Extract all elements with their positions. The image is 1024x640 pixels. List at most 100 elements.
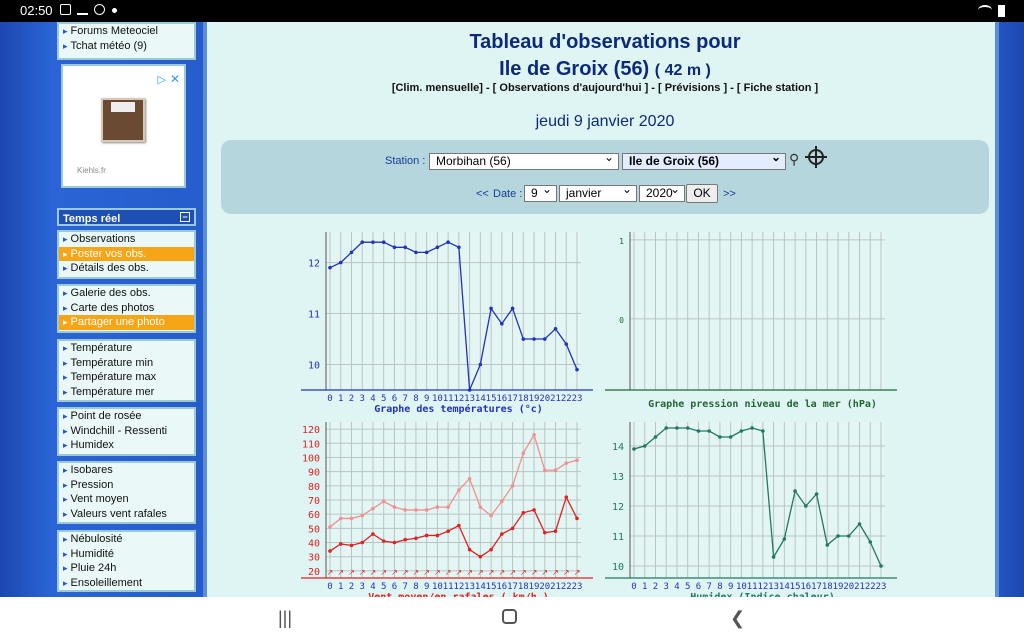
- x-tick-label: 0: [631, 582, 636, 592]
- data-point: [500, 532, 504, 536]
- back-icon[interactable]: ❮: [730, 608, 746, 628]
- gallery-notification-icon: [60, 4, 71, 15]
- x-tick-label: 2: [349, 582, 354, 592]
- department-select[interactable]: Morbihan (56): [429, 150, 619, 170]
- data-point: [467, 476, 472, 481]
- sidebar-item[interactable]: Ensoleillement: [59, 576, 194, 591]
- collapse-icon[interactable]: −: [180, 212, 190, 222]
- sidebar-item[interactable]: Vent moyen: [59, 492, 194, 507]
- data-point: [739, 429, 744, 433]
- month-select[interactable]: janvier: [559, 182, 637, 202]
- x-tick-label: 3: [360, 582, 365, 592]
- data-point: [510, 306, 515, 311]
- sidebar-item[interactable]: Isobares: [59, 463, 194, 478]
- data-point: [403, 245, 407, 250]
- x-tick-label: 9: [424, 394, 429, 404]
- y-tick-label: 30: [308, 553, 320, 564]
- sidebar-item[interactable]: Windchill - Ressenti: [59, 424, 194, 439]
- x-tick-label: 13: [768, 582, 779, 592]
- wind-direction-marker: ↗: [509, 568, 516, 577]
- data-point: [653, 435, 658, 439]
- sidebar-item[interactable]: Nébulosité: [59, 532, 194, 547]
- sidebar-item[interactable]: Observations: [59, 232, 194, 247]
- sidebar-group-observations: ObservationsPoster vos obs.Détails des o…: [57, 230, 196, 279]
- sidebar-item[interactable]: Partager une photo: [59, 315, 194, 330]
- home-icon[interactable]: [502, 609, 517, 624]
- sidebar-item[interactable]: Carte des photos: [59, 301, 194, 316]
- advertisement[interactable]: ▷ ✕ Kiehls.fr: [61, 64, 186, 188]
- sidebar-item[interactable]: Humidex: [59, 438, 194, 453]
- y-tick-label: 90: [308, 468, 320, 479]
- sidebar-item[interactable]: Galerie des obs.: [59, 286, 194, 301]
- data-point: [489, 547, 493, 552]
- x-tick-label: 10: [736, 582, 747, 592]
- data-point: [435, 245, 440, 250]
- prev-day-link[interactable]: <<: [476, 188, 489, 200]
- data-point: [532, 508, 536, 512]
- station-select[interactable]: Ile de Groix (56): [622, 150, 786, 170]
- data-point: [542, 530, 547, 535]
- sidebar-item[interactable]: Température mer: [59, 385, 194, 400]
- year-select[interactable]: 2020: [639, 182, 685, 202]
- y-tick-label: 70: [308, 496, 320, 507]
- y-tick-label: 1: [619, 237, 624, 246]
- x-tick-label: 13: [464, 394, 475, 404]
- magnifier-icon[interactable]: ⚲: [789, 151, 800, 167]
- status-time: 02:50: [20, 3, 53, 18]
- data-point: [510, 484, 515, 488]
- x-tick-label: 4: [370, 394, 375, 404]
- data-point: [371, 240, 375, 244]
- recent-apps-icon[interactable]: |||: [278, 608, 293, 628]
- y-tick-label: 12: [308, 259, 320, 270]
- sidebar-item[interactable]: Tchat météo (9): [59, 39, 194, 54]
- x-tick-label: 14: [475, 394, 486, 404]
- sidebar-item[interactable]: Détails des obs.: [59, 261, 194, 276]
- sidebar-item[interactable]: Température min: [59, 356, 194, 371]
- sidebar-item[interactable]: Température: [59, 341, 194, 356]
- x-tick-label: 15: [486, 582, 497, 592]
- ad-product-image[interactable]: [101, 98, 145, 142]
- crosshair-icon[interactable]: [805, 146, 827, 168]
- x-tick-label: 21: [854, 582, 865, 592]
- sidebar-item[interactable]: Point de rosée: [59, 409, 194, 424]
- data-point: [782, 537, 787, 541]
- x-tick-label: 8: [413, 394, 418, 404]
- ok-button[interactable]: OK: [686, 184, 718, 203]
- sidebar-item[interactable]: Pression: [59, 478, 194, 493]
- ad-close-icon[interactable]: ✕: [169, 72, 180, 86]
- data-point: [575, 458, 579, 463]
- y-tick-label: 0: [619, 316, 624, 325]
- data-point: [457, 523, 461, 528]
- sidebar-group-clouds: NébulositéHumiditéPluie 24hEnsoleillemen…: [57, 530, 196, 592]
- temperature-chart: 10 11 12 0 1 2 3 4 5 6 7 8 9 10 11 12 13 14 15 16 17 18 19 20 21…: [288, 222, 608, 416]
- sidebar-section-header[interactable]: Temps réel −: [57, 208, 196, 226]
- y-tick-label: 20: [308, 567, 320, 578]
- x-tick-label: 15: [790, 582, 801, 592]
- sidebar-item[interactable]: Humidité: [59, 547, 194, 562]
- sidebar-item[interactable]: Forums Meteociel: [59, 24, 194, 39]
- data-point: [814, 492, 819, 496]
- data-point: [381, 539, 386, 543]
- sidebar-item[interactable]: Poster vos obs.: [59, 246, 194, 261]
- sidebar-item[interactable]: Température max: [59, 370, 194, 385]
- x-tick-label: 5: [381, 582, 386, 592]
- day-select[interactable]: 9: [524, 182, 557, 202]
- y-tick-label: 14: [612, 442, 624, 453]
- main-content: Tableau d'observations pour Ile de Groix…: [203, 22, 999, 597]
- sidebar-item[interactable]: Valeurs vent rafales: [59, 507, 194, 522]
- data-point: [793, 489, 797, 493]
- nav-links[interactable]: [Clim. mensuelle] - [ Observations d'auj…: [391, 82, 819, 94]
- y-tick-label: 120: [302, 425, 320, 436]
- ad-source[interactable]: Kiehls.fr: [77, 166, 106, 175]
- x-tick-label: 5: [381, 394, 386, 404]
- sidebar-group-photos: Galerie des obs.Carte des photosPartager…: [57, 284, 196, 333]
- ad-choices-icon[interactable]: ▷: [157, 74, 166, 86]
- wifi-icon: [978, 5, 992, 15]
- x-tick-label: 3: [360, 394, 365, 404]
- data-point: [392, 505, 397, 509]
- x-tick-label: 8: [413, 582, 418, 592]
- data-point: [446, 505, 450, 509]
- next-day-link[interactable]: >>: [723, 188, 736, 200]
- wind-direction-marker: ↗: [434, 568, 441, 577]
- sidebar-item[interactable]: Pluie 24h: [59, 561, 194, 576]
